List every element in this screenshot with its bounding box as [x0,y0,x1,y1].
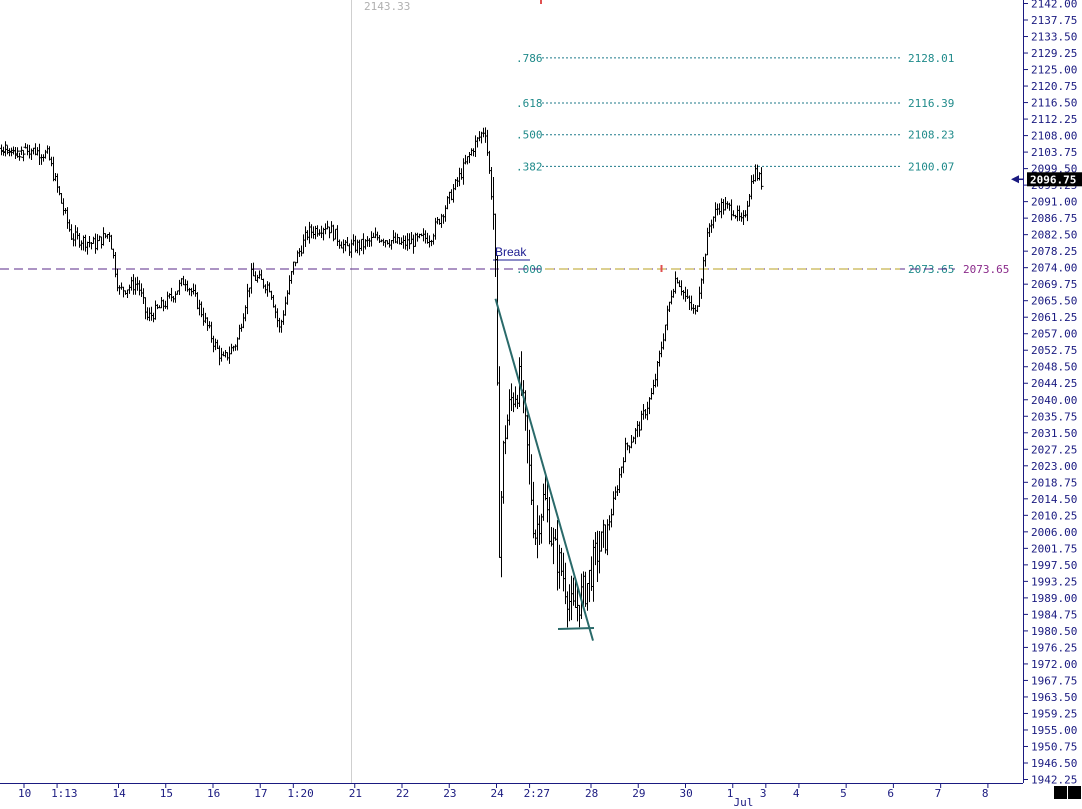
y-tick-label: 1976.25 [1031,641,1077,654]
x-tick-label: 30 [680,787,693,800]
current-price-box [1027,172,1082,187]
x-tick-label: 4 [793,787,800,800]
x-tick-label: 1:20 [287,787,314,800]
x-tick-label: 16 [207,787,220,800]
y-tick-label: 2120.75 [1031,80,1077,93]
y-tick-label: 1950.75 [1031,740,1077,753]
x-tick-label: 10 [18,787,31,800]
y-tick-label: 2129.25 [1031,47,1077,60]
y-tick-label: 2112.25 [1031,113,1077,126]
x-tick-label: 22 [396,787,409,800]
y-tick-label: 1972.00 [1031,658,1077,671]
y-tick-label: 2006.00 [1031,526,1077,539]
corner-square-right-icon[interactable] [1068,786,1081,799]
y-tick-label: 2074.00 [1031,262,1077,275]
y-tick-label: 1984.75 [1031,608,1077,621]
x-tick-label: 5 [840,787,847,800]
y-tick-label: 2103.75 [1031,146,1077,159]
y-tick-label: 1963.50 [1031,691,1077,704]
x-tick-label: 7 [935,787,942,800]
x-tick-label: 29 [632,787,645,800]
reference-value-label: 2143.33 [364,0,410,13]
x-tick-label: 6 [887,787,894,800]
x-tick-label: 8 [982,787,989,800]
fib-value-label: 2100.07 [908,160,954,173]
y-tick-label: 2069.75 [1031,278,1077,291]
y-tick-label: 1993.25 [1031,575,1077,588]
y-tick-label: 2023.00 [1031,460,1077,473]
y-tick-label: 2057.00 [1031,328,1077,341]
y-tick-label: 2116.50 [1031,97,1077,110]
y-axis-ticks: 2142.00 2137.75 2133.50 2129.25 2125.00 2120.… [1023,0,1077,787]
fib-ratio-label: .500 [516,129,543,142]
x-tick-label: 14 [113,787,127,800]
x-tick-label: 28 [585,787,598,800]
y-tick-label: 1946.50 [1031,757,1077,770]
x-tick-label: 23 [443,787,456,800]
x-tick-label: 21 [349,787,362,800]
fib-ratio-label: .618 [516,97,543,110]
y-tick-label: 2108.00 [1031,130,1077,143]
fibonacci-levels: .786 2128.01 .618 2116.39 .500 2108.23 .382 210… [516,52,954,276]
y-tick-label: 2040.00 [1031,394,1077,407]
y-tick-label: 1959.25 [1031,707,1077,720]
y-tick-label: 2031.50 [1031,427,1077,440]
y-tick-label: 1980.50 [1031,625,1077,638]
y-tick-label: 2078.25 [1031,245,1077,258]
price-bars [0,127,764,628]
y-tick-label: 2035.75 [1031,410,1077,423]
y-tick-label: 2052.75 [1031,344,1077,357]
low-marker-line [557,627,595,630]
fib-ratio-label: .382 [516,160,543,173]
fib-ratio-label: .000 [516,263,543,276]
current-price-label: 2096.75 [1030,173,1076,186]
y-tick-label: 2065.50 [1031,295,1077,308]
y-tick-label: 2086.75 [1031,212,1077,225]
fib-value-label: 2116.39 [908,97,954,110]
x-tick-label: 2:27 [524,787,551,800]
y-tick-label: 2137.75 [1031,14,1077,27]
break-label: Break [495,245,527,259]
x-tick-label: 3 [760,787,767,800]
y-tick-label: 2061.25 [1031,311,1077,324]
y-tick-label: 1967.75 [1031,674,1077,687]
y-tick-label: 2010.25 [1031,509,1077,522]
x-tick-label: 15 [160,787,173,800]
x-tick-label: 1 [727,787,734,800]
y-tick-label: 1989.00 [1031,592,1077,605]
y-tick-label: 2044.25 [1031,377,1077,390]
y-tick-label: 2027.25 [1031,443,1077,456]
horizontal-level-label: 2073.65 [963,263,1009,276]
x-month-label: Jul [733,796,753,809]
y-tick-label: 1955.00 [1031,724,1077,737]
y-tick-label: 2001.75 [1031,542,1077,555]
y-tick-label: 2018.75 [1031,476,1077,489]
y-tick-label: 2091.00 [1031,196,1077,209]
x-tick-label: 17 [254,787,267,800]
y-tick-label: 2133.50 [1031,31,1077,44]
current-price-arrow-icon [1011,175,1019,184]
downtrend-line [494,298,594,641]
y-tick-label: 2082.50 [1031,229,1077,242]
current-price-marker: 2096.75 [1011,172,1082,187]
x-tick-label: 24 [491,787,505,800]
y-tick-label: 2048.50 [1031,361,1077,374]
y-tick-label: 2014.50 [1031,493,1077,506]
y-tick-label: 2142.00 [1031,0,1077,11]
corner-square-left-icon[interactable] [1054,786,1067,799]
fib-ratio-label: .786 [516,52,543,65]
fib-value-label: 2108.23 [908,129,954,142]
x-tick-label: 1:13 [51,787,77,800]
fib-value-label: 2128.01 [908,52,954,65]
y-tick-label: 1942.25 [1031,774,1077,787]
y-tick-label: 1997.50 [1031,559,1077,572]
y-tick-label: 2125.00 [1031,64,1077,77]
x-axis-ticks: 10 1:13 14 15 16 17 1:20 21 22 23 24 2:27 28 29 30 1 3 4 5… [18,783,989,809]
